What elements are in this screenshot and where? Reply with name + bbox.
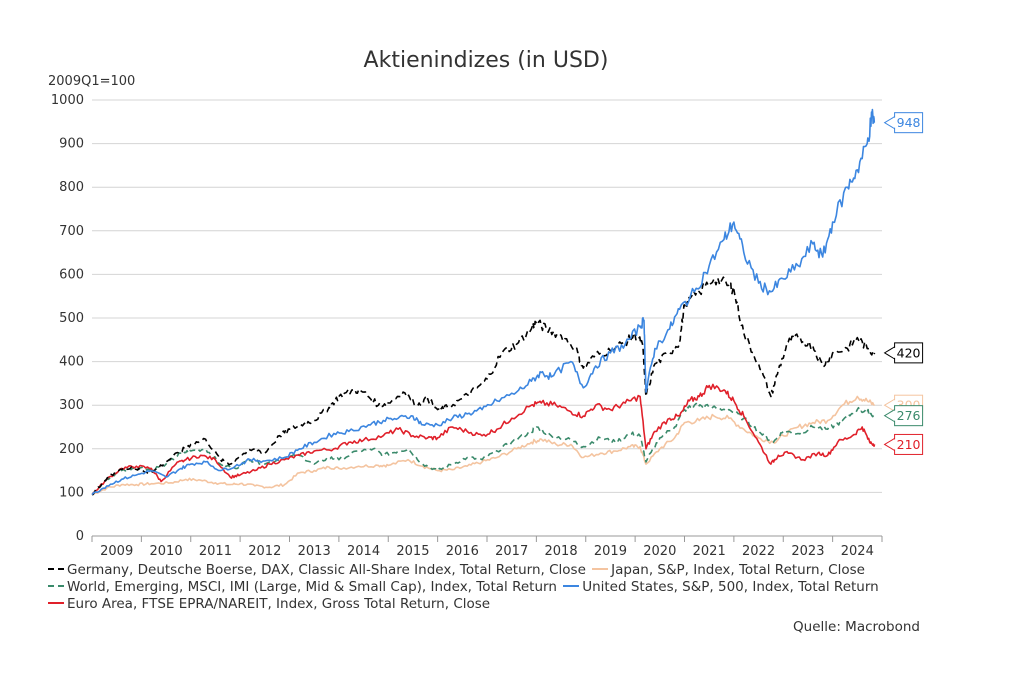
y-tick-label: 0	[76, 529, 84, 544]
end-value-pointer	[883, 398, 896, 413]
y-tick-label: 700	[59, 224, 84, 239]
x-tick-label: 2022	[742, 544, 775, 559]
end-value-label: 420	[897, 345, 921, 360]
source-note: Quelle: Macrobond	[793, 619, 920, 635]
x-tick-label: 2016	[446, 544, 479, 559]
series-line	[91, 395, 875, 496]
x-tick-label: 2011	[199, 544, 232, 559]
series-line	[91, 108, 876, 496]
y-tick-label: 800	[59, 180, 84, 195]
legend-label-emerging: World, Emerging, MSCI, IMI (Large, Mid &…	[67, 579, 557, 595]
end-value-label: 276	[897, 408, 921, 423]
y-tick-label: 300	[59, 398, 84, 413]
unit-label: 2009Q1=100	[48, 74, 136, 89]
legend-item-japan: Japan, S&P, Index, Total Return, Close	[592, 562, 865, 579]
x-tick-label: 2017	[495, 544, 528, 559]
y-tick-label: 100	[59, 485, 84, 500]
y-tick-label: 200	[59, 442, 84, 457]
legend: Germany, Deutsche Boerse, DAX, Classic A…	[48, 562, 881, 613]
legend-label-japan: Japan, S&P, Index, Total Return, Close	[611, 562, 865, 578]
legend-item-euro: Euro Area, FTSE EPRA/NAREIT, Index, Gros…	[48, 596, 490, 613]
x-tick-label: 2021	[693, 544, 726, 559]
legend-label-euro: Euro Area, FTSE EPRA/NAREIT, Index, Gros…	[67, 596, 491, 612]
end-value-pointer	[883, 437, 896, 452]
legend-item-germany: Germany, Deutsche Boerse, DAX, Classic A…	[48, 562, 586, 579]
end-value-pointer	[883, 345, 896, 360]
x-tick-label: 2012	[248, 544, 281, 559]
end-value-label: 210	[897, 437, 921, 452]
legend-label-germany: Germany, Deutsche Boerse, DAX, Classic A…	[67, 562, 586, 578]
x-tick-label: 2024	[841, 544, 874, 559]
x-tick-label: 2023	[791, 544, 824, 559]
y-tick-label: 900	[59, 137, 84, 152]
end-value-pointer	[883, 115, 896, 130]
x-tick-label: 2009	[100, 544, 133, 559]
chart-title: Aktienindizes (in USD)	[363, 48, 609, 73]
x-tick-label: 2018	[545, 544, 578, 559]
x-tick-label: 2015	[396, 544, 429, 559]
series-line	[91, 276, 876, 496]
y-tick-label: 1000	[51, 93, 84, 108]
x-tick-label: 2010	[150, 544, 183, 559]
y-tick-label: 500	[59, 311, 84, 326]
x-tick-label: 2014	[347, 544, 380, 559]
series-line	[91, 402, 875, 496]
x-tick-label: 2020	[643, 544, 676, 559]
legend-item-emerging: World, Emerging, MSCI, IMI (Large, Mid &…	[48, 579, 557, 596]
y-tick-label: 600	[59, 267, 84, 282]
end-value-pointer	[883, 408, 896, 423]
legend-label-us: United States, S&P, 500, Index, Total Re…	[582, 579, 879, 595]
x-tick-label: 2019	[594, 544, 627, 559]
series-line	[91, 383, 876, 496]
end-value-label: 948	[897, 115, 921, 130]
x-tick-label: 2013	[298, 544, 331, 559]
y-tick-label: 400	[59, 355, 84, 370]
legend-item-us: United States, S&P, 500, Index, Total Re…	[563, 579, 879, 596]
